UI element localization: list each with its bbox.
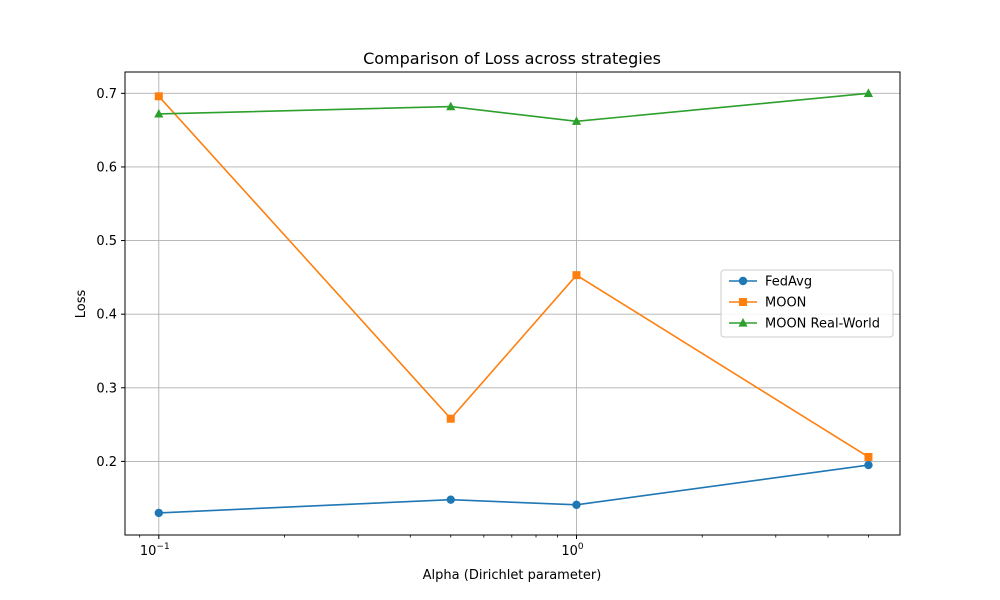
circle-marker xyxy=(738,276,748,286)
legend-item: MOON xyxy=(729,296,806,311)
y-axis-label: Loss xyxy=(74,290,89,319)
grid xyxy=(125,72,900,535)
x-tick-exponent: 0 xyxy=(578,542,584,552)
chart-title: Comparison of Loss across strategies xyxy=(363,49,661,68)
triangle-marker xyxy=(154,108,164,118)
x-tick-label: 100 xyxy=(561,542,584,559)
x-tick-exponent: −1 xyxy=(156,542,169,552)
y-tick-label: 0.2 xyxy=(96,455,117,470)
y-tick-label: 0.6 xyxy=(96,160,117,175)
square-marker xyxy=(739,298,747,306)
legend-label: FedAvg xyxy=(765,275,812,290)
circle-marker xyxy=(446,495,455,504)
y-tick-label: 0.5 xyxy=(96,234,117,249)
square-marker xyxy=(572,271,581,280)
triangle-marker xyxy=(446,101,456,111)
square-marker xyxy=(154,92,163,101)
circle-marker xyxy=(154,508,164,518)
circle-marker xyxy=(572,500,581,510)
triangle-marker xyxy=(571,116,582,125)
triangle-marker xyxy=(863,88,874,97)
series-fedavg xyxy=(154,460,873,518)
series-moon-real-world xyxy=(154,88,874,125)
legend-box xyxy=(720,269,894,338)
y-axis-ticks: 0.2 0.3 0.4 0.5 0.6 0.7 xyxy=(96,87,125,470)
y-tick-label: 0.4 xyxy=(96,308,117,323)
plot-area-frame xyxy=(124,71,901,536)
x-tick-label: 10−1 xyxy=(140,542,170,559)
x-axis-label: Alpha (Dirichlet parameter) xyxy=(423,568,602,583)
triangle-marker xyxy=(738,318,748,327)
series-line xyxy=(158,95,869,458)
circle-marker xyxy=(864,460,873,470)
x-axis-ticks: 10−1 100 xyxy=(140,535,584,559)
legend: FedAvg MOON MOON Real-World xyxy=(720,269,894,338)
y-tick-label: 0.3 xyxy=(96,381,117,396)
legend-label: MOON xyxy=(765,296,806,311)
series-line xyxy=(158,92,869,123)
legend-item: FedAvg xyxy=(729,275,812,290)
series-line xyxy=(158,464,869,514)
series-layer xyxy=(154,88,874,518)
legend-label: MOON Real-World xyxy=(765,317,880,332)
square-marker xyxy=(864,452,873,461)
series-moon xyxy=(154,92,873,461)
y-tick-label: 0.7 xyxy=(96,87,117,102)
square-marker xyxy=(446,414,455,423)
legend-item: MOON Real-World xyxy=(729,317,880,332)
